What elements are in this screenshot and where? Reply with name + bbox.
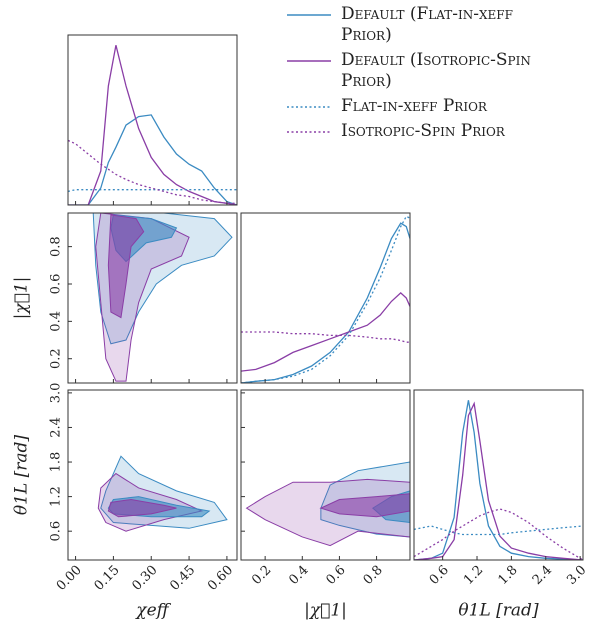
x-tick-label: 0.60 — [205, 563, 236, 594]
legend-entry: Flat-in-χeff Prior — [285, 96, 590, 117]
contour-region — [107, 214, 145, 319]
y-tick-label: 1.2 — [49, 486, 64, 507]
x-tick-label: 0.15 — [92, 563, 123, 594]
legend-swatch — [287, 14, 331, 16]
contour-region — [107, 498, 177, 518]
panel-frame — [240, 389, 411, 561]
panel — [92, 213, 233, 382]
x-tick-label: 1.2 — [461, 563, 486, 588]
legend-entry: Isotropic-Spin Prior — [285, 121, 590, 142]
density-curve — [414, 401, 583, 560]
legend-entry: Default (Flat-in-χeff Prior) — [285, 4, 590, 46]
legend-label: Isotropic-Spin Prior — [341, 121, 505, 141]
y-tick-label: 3.0 — [49, 383, 64, 404]
legend-swatch — [287, 60, 331, 62]
y-tick-label: 0.6 — [49, 521, 64, 542]
legend-label: Flat-in-χeff Prior — [341, 96, 487, 116]
legend-label: Default (Flat-in-χeff Prior) — [341, 4, 513, 45]
y-axis-label: θ1L [rad] — [12, 435, 32, 516]
x-axis-label: χeff — [135, 601, 171, 620]
density-curve — [68, 139, 237, 204]
x-tick-label: 0.45 — [167, 563, 198, 594]
x-tick-label: 1.8 — [495, 563, 520, 588]
x-tick-label: 0.30 — [129, 563, 160, 594]
y-tick-label: 0.4 — [49, 311, 64, 332]
panel-frame — [67, 212, 238, 384]
density-curve — [68, 45, 237, 205]
density-curve — [241, 331, 410, 343]
panel-frame — [67, 389, 238, 561]
density-curve — [241, 222, 410, 383]
panel-frame — [413, 389, 584, 561]
x-tick-label: 0.4 — [286, 563, 311, 588]
x-axis-label: θ1L [rad] — [458, 601, 539, 620]
x-tick-label: 0.6 — [323, 563, 348, 588]
density-curve — [241, 292, 410, 372]
panel — [245, 461, 410, 547]
density-curve — [414, 525, 583, 536]
panel-frame — [67, 34, 238, 206]
y-tick-label: 0.2 — [49, 348, 64, 369]
x-axis-label: |χ⃗1| — [304, 601, 347, 620]
x-tick-label: 0.00 — [54, 563, 85, 594]
panel-frame — [240, 212, 411, 384]
density-curve — [68, 189, 237, 193]
density-curve — [68, 114, 237, 205]
panel — [68, 45, 237, 205]
density-curve — [241, 215, 410, 383]
contour-region — [319, 493, 410, 518]
x-tick-label: 0.8 — [361, 563, 386, 588]
y-axis-label: |χ⃗1| — [12, 277, 32, 320]
legend-swatch — [287, 106, 331, 108]
legend-label: Default (Isotropic-Spin Prior) — [341, 50, 531, 91]
x-tick-label: 0.6 — [427, 563, 452, 588]
density-curve — [414, 400, 583, 560]
x-tick-label: 2.4 — [530, 563, 555, 588]
legend-swatch — [287, 131, 331, 133]
y-tick-label: 0.8 — [49, 236, 64, 257]
density-curve — [414, 508, 583, 560]
y-tick-label: 1.8 — [49, 452, 64, 473]
x-tick-label: 0.2 — [249, 563, 274, 588]
legend-entry: Default (Isotropic-Spin Prior) — [285, 50, 590, 92]
panel — [414, 400, 583, 560]
contour-region — [245, 478, 410, 547]
y-tick-label: 0.6 — [49, 274, 64, 295]
panel — [97, 455, 228, 532]
x-tick-label: 3.0 — [564, 563, 589, 588]
y-tick-label: 2.4 — [49, 417, 64, 438]
panel — [241, 215, 410, 383]
legend: Default (Flat-in-χeff Prior) Default (Iso… — [285, 4, 590, 146]
